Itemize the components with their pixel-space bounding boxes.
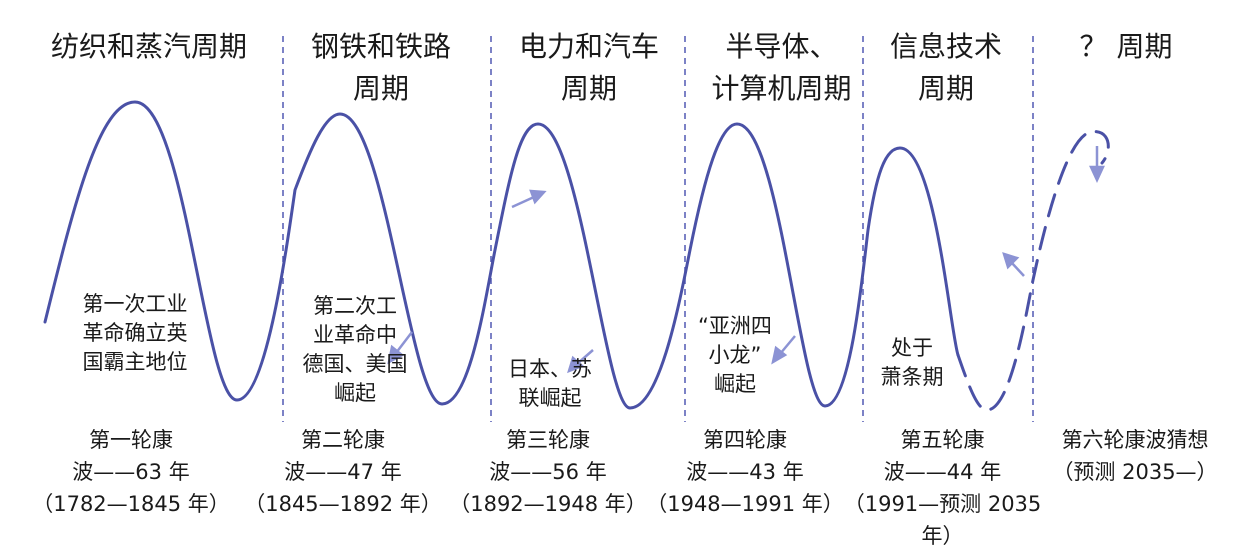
- period-event: 第一次工业 革命确立英 国霸主地位: [82, 292, 188, 374]
- period-event: “亚洲四 小龙” 崛起: [698, 314, 772, 396]
- arrow-6: [1089, 146, 1105, 183]
- arrow-3: [567, 349, 594, 374]
- period-title: 半导体、 计算机周期: [711, 30, 852, 105]
- period-dividers: [282, 36, 1034, 422]
- period-title: 信息技术 周期: [889, 30, 1002, 105]
- wave-forecast-curve: [956, 130, 1110, 412]
- period-title: 纺织和蒸汽周期: [50, 30, 247, 63]
- wave-label: 第三轮康 波——56 年 （1892—1948 年）: [449, 428, 647, 516]
- period-event: 日本、苏 联崛起: [508, 357, 592, 410]
- arrow-5: [1002, 252, 1025, 277]
- wave-label: 第六轮康波猜想 （预测 2035—）: [1052, 428, 1218, 484]
- arrow-1: [387, 331, 413, 365]
- kondratieff-wave-diagram: [43, 36, 1110, 422]
- period-title: ？ 周期: [1079, 30, 1173, 63]
- wave-label: 第四轮康 波——43 年 （1948—1991 年）: [646, 428, 844, 516]
- arrow-4: [771, 335, 796, 365]
- period-event: 处于 萧条期: [880, 336, 944, 389]
- wave-curve: [43, 100, 960, 410]
- period-title: 电力和汽车 周期: [518, 30, 659, 105]
- arrow-2: [511, 189, 547, 209]
- wave-label: 第二轮康 波——47 年 （1845—1892 年）: [244, 428, 442, 516]
- wave-label: 第五轮康 波——44 年 （1991—预测 2035 年）: [843, 428, 1042, 548]
- period-event: 第二次工 业革命中 德国、美国 崛起: [302, 294, 408, 405]
- wave-label: 第一轮康 波——63 年 （1782—1845 年）: [32, 428, 230, 516]
- trend-arrows: [387, 146, 1105, 374]
- period-title: 钢铁和铁路 周期: [310, 30, 451, 105]
